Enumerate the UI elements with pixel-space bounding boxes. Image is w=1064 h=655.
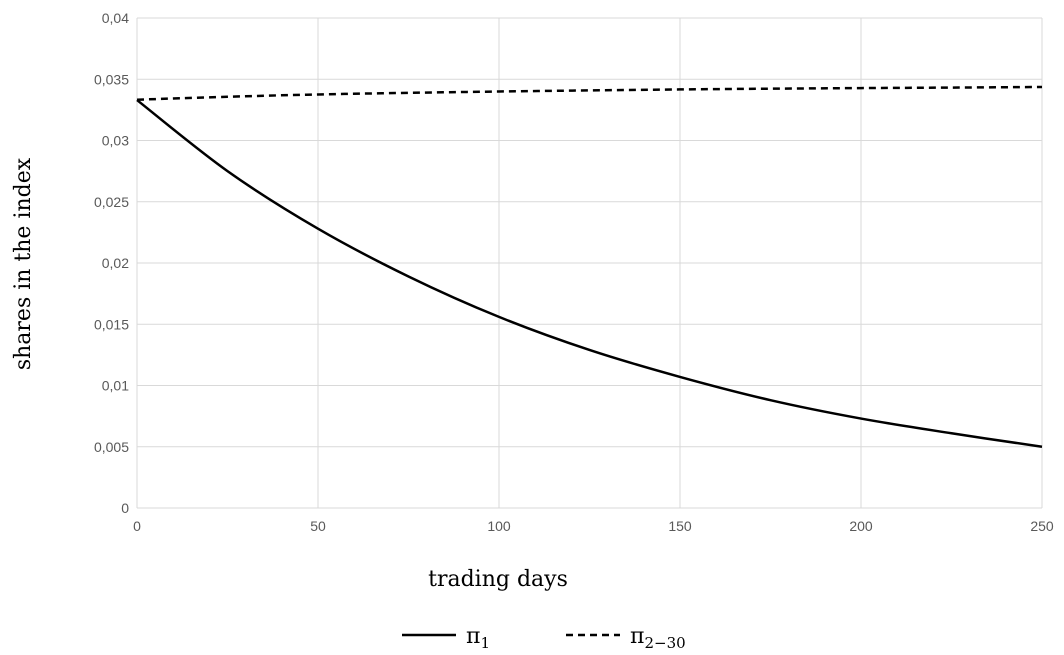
y-tick-label: 0,03 (102, 133, 129, 149)
y-tick-label: 0 (121, 500, 129, 516)
series-line-pi-1 (136, 99, 1043, 448)
legend-label-pi-1-sub: 1 (480, 634, 490, 652)
series-line-pi-2-30 (136, 85, 1043, 101)
legend-label-pi-1-base: π (466, 624, 480, 649)
y-axis-ticks: 0 0,005 0,01 0,015 0,02 0,025 0,03 0,035 0,04 (94, 10, 129, 516)
grid-layer (136, 17, 1043, 509)
x-axis-title: trading days (428, 567, 568, 592)
y-tick-label: 0,025 (94, 194, 129, 210)
legend-item-pi-1: π1 (402, 624, 490, 652)
x-tick-label: 50 (310, 518, 326, 534)
y-tick-label: 0,015 (94, 316, 129, 332)
x-tick-label: 250 (1030, 518, 1054, 534)
legend-label-pi-2-30-base: π (630, 624, 644, 649)
y-axis-title: shares in the index (11, 157, 36, 370)
svg-text:π2−30: π2−30 (630, 624, 686, 652)
series-layer (136, 85, 1043, 448)
x-tick-label: 0 (133, 518, 141, 534)
legend: π1 π2−30 (402, 624, 686, 652)
y-tick-label: 0,005 (94, 439, 129, 455)
x-axis-ticks: 0 50 100 150 200 250 (133, 518, 1054, 534)
legend-item-pi-2-30: π2−30 (566, 624, 686, 652)
x-tick-label: 150 (668, 518, 692, 534)
x-tick-label: 200 (849, 518, 873, 534)
y-tick-label: 0,01 (102, 378, 129, 394)
x-tick-label: 100 (487, 518, 511, 534)
y-tick-label: 0,035 (94, 71, 129, 87)
y-tick-label: 0,04 (102, 10, 129, 26)
svg-text:π1: π1 (466, 624, 490, 652)
legend-label-pi-2-30-sub: 2−30 (644, 634, 685, 652)
y-tick-label: 0,02 (102, 255, 129, 271)
